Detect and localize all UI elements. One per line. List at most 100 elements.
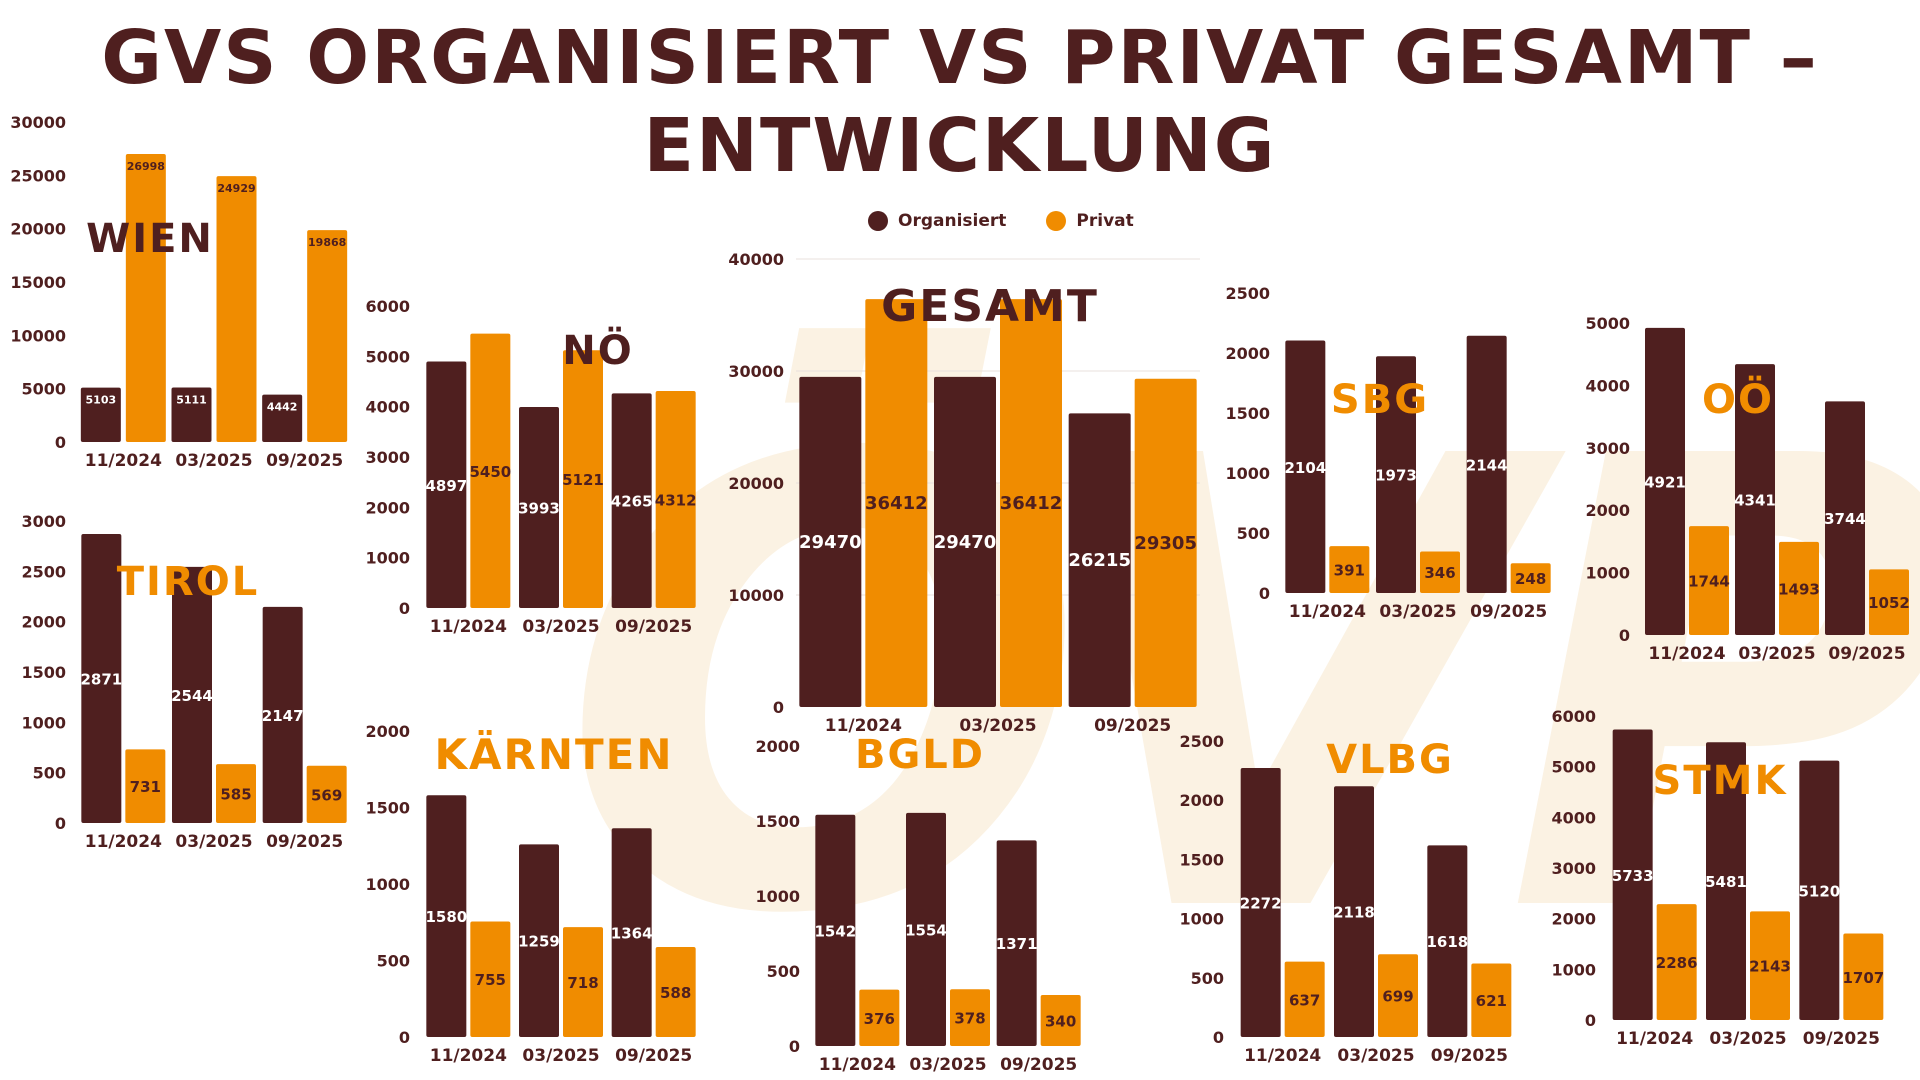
y-tick-label: 25000 xyxy=(10,166,66,185)
y-tick-label: 40000 xyxy=(728,250,784,269)
data-label: 1973 xyxy=(1375,467,1417,485)
chart-title: BGLD xyxy=(855,732,985,778)
chart-title: VLBG xyxy=(1326,737,1454,783)
chart-title: OÖ xyxy=(1702,375,1774,423)
x-tick-label: 09/2025 xyxy=(1470,602,1547,622)
bar-organisiert xyxy=(1799,760,1840,1020)
y-tick-label: 10000 xyxy=(728,586,784,605)
x-tick-label: 03/2025 xyxy=(1379,602,1456,622)
y-tick-label: 3000 xyxy=(365,448,410,467)
data-label: 4341 xyxy=(1734,492,1776,510)
y-tick-label: 1000 xyxy=(1179,910,1224,929)
bar-privat xyxy=(307,230,348,442)
y-tick-label: 3000 xyxy=(21,512,66,531)
x-tick-label: 11/2024 xyxy=(85,832,162,852)
data-label: 1554 xyxy=(905,921,947,939)
y-tick-label: 2000 xyxy=(1225,344,1270,363)
chart-stmk: 0 1000 2000 3000 4000 5000 6000 5733 2286 11/2024… xyxy=(1551,707,1884,1049)
x-tick-label: 03/2025 xyxy=(1709,1029,1786,1049)
y-tick-label: 10000 xyxy=(10,326,66,345)
y-tick-label: 1000 xyxy=(1551,960,1596,979)
chart-bgld: 0 500 1000 1500 2000 1542 376 11/2024 1554 378 03/… xyxy=(755,732,1081,1075)
y-tick-label: 500 xyxy=(377,952,410,971)
x-tick-label: 11/2024 xyxy=(819,1055,896,1075)
y-tick-label: 1500 xyxy=(365,799,410,818)
data-label: 585 xyxy=(220,786,251,804)
bar-privat xyxy=(950,989,990,1046)
bar-organisiert xyxy=(906,812,946,1046)
y-tick-label: 500 xyxy=(33,764,66,783)
y-tick-label: 0 xyxy=(1585,1011,1596,1030)
x-tick-label: 03/2025 xyxy=(959,716,1036,736)
data-label: 2118 xyxy=(1333,904,1375,922)
bar-privat xyxy=(125,749,166,823)
y-tick-label: 1000 xyxy=(1225,464,1270,483)
y-tick-label: 4000 xyxy=(1551,808,1596,827)
y-tick-label: 0 xyxy=(55,814,66,833)
data-label: 5481 xyxy=(1705,873,1747,891)
y-tick-label: 5000 xyxy=(1551,758,1596,777)
data-label: 36412 xyxy=(1000,493,1063,514)
y-tick-label: 2000 xyxy=(1551,910,1596,929)
bar-organisiert xyxy=(519,844,559,1037)
chart-wien: 0 5000 10000 15000 20000 25000 30000 5103 26998 1… xyxy=(10,113,348,471)
bar-organisiert xyxy=(611,393,652,608)
y-tick-label: 20000 xyxy=(728,474,784,493)
data-label: 2143 xyxy=(1749,958,1791,976)
data-label: 2871 xyxy=(80,670,122,688)
bar-privat xyxy=(470,921,511,1037)
bar-organisiert xyxy=(996,840,1037,1046)
x-tick-label: 11/2024 xyxy=(85,451,162,471)
bar-organisiert xyxy=(262,606,303,823)
bar-privat xyxy=(1329,546,1370,593)
data-label: 2147 xyxy=(262,707,304,725)
y-tick-label: 1500 xyxy=(21,663,66,682)
data-label: 1364 xyxy=(611,925,653,943)
bar-organisiert xyxy=(81,533,122,823)
x-tick-label: 03/2025 xyxy=(522,1046,599,1066)
data-label: 29305 xyxy=(1134,533,1197,554)
chart-legend: Organisiert Privat xyxy=(868,207,1134,235)
data-label: 340 xyxy=(1045,1013,1076,1031)
bar-privat xyxy=(216,764,256,823)
chart-kaernten: 0 500 1000 1500 2000 1580 755 11/2024 1259 718 03/… xyxy=(365,722,696,1066)
y-tick-label: 4000 xyxy=(365,398,410,417)
y-tick-label: 0 xyxy=(399,599,410,618)
legend-label-organisiert: Organisiert xyxy=(898,211,1007,231)
y-tick-label: 1500 xyxy=(1179,850,1224,869)
y-tick-label: 0 xyxy=(773,698,784,717)
y-tick-label: 1500 xyxy=(1225,404,1270,423)
data-label: 755 xyxy=(475,971,506,989)
data-label: 4897 xyxy=(425,477,467,495)
chart-tirol: 0 500 1000 1500 2000 2500 3000 2871 731 11/2024 25… xyxy=(21,512,347,852)
y-tick-label: 2000 xyxy=(365,722,410,741)
bar-organisiert xyxy=(262,394,303,442)
bar-privat xyxy=(1471,963,1512,1037)
bar-privat xyxy=(1420,551,1460,593)
data-label: 26215 xyxy=(1068,550,1131,571)
bar-organisiert xyxy=(1285,340,1326,593)
data-label: 3993 xyxy=(518,500,560,518)
y-tick-label: 0 xyxy=(55,433,66,452)
x-tick-label: 09/2025 xyxy=(1094,716,1171,736)
bar-privat xyxy=(1000,299,1062,707)
bar-organisiert xyxy=(519,407,559,608)
y-tick-label: 2500 xyxy=(1179,732,1224,751)
bar-organisiert xyxy=(1376,356,1416,593)
x-tick-label: 09/2025 xyxy=(615,617,692,637)
bar-privat xyxy=(1378,954,1418,1037)
data-label: 4265 xyxy=(611,493,653,511)
chart-ooe: 0 1000 2000 3000 4000 5000 4921 1744 11/2024 4341… xyxy=(1585,314,1909,664)
chart-title: SBG xyxy=(1331,377,1429,423)
data-label: 5120 xyxy=(1798,882,1840,900)
y-tick-label: 2000 xyxy=(1585,501,1630,520)
bar-privat xyxy=(865,299,928,707)
y-tick-label: 6000 xyxy=(365,297,410,316)
data-label: 4312 xyxy=(655,491,697,509)
data-label: 637 xyxy=(1289,991,1320,1009)
data-label: 376 xyxy=(864,1010,895,1028)
data-label: 1542 xyxy=(814,922,856,940)
bar-organisiert xyxy=(934,376,996,707)
bar-organisiert xyxy=(1612,729,1653,1020)
data-label: 2144 xyxy=(1466,456,1508,474)
